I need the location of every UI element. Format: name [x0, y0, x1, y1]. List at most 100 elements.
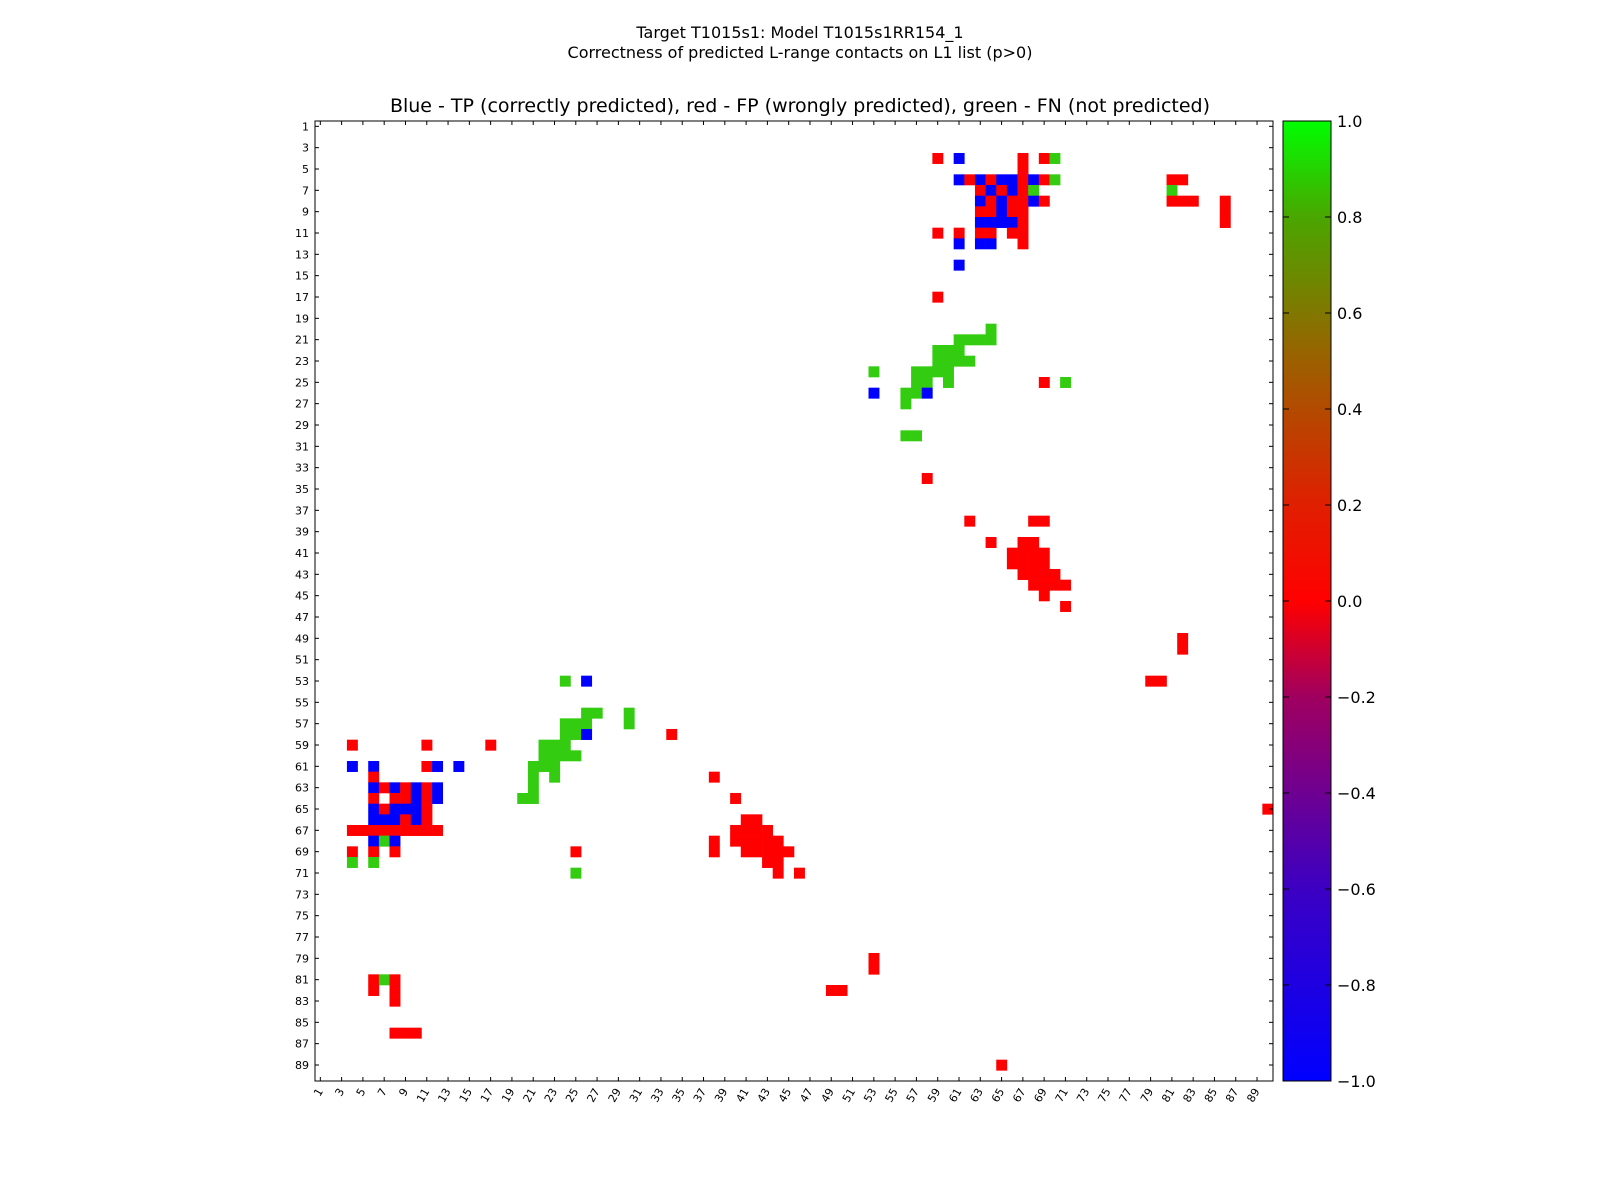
cell-fp-42-68 [751, 835, 763, 847]
cell-fp-68-41 [1028, 547, 1040, 559]
cell-fn-23-62 [549, 771, 561, 783]
cell-fp-43-70 [762, 857, 774, 868]
x-tick-label: 43 [755, 1086, 773, 1105]
cell-fp-59-17 [932, 291, 944, 303]
cell-fn-53-24 [868, 366, 880, 378]
cell-fn-7-81 [378, 974, 390, 986]
cell-fp-8-69 [389, 846, 401, 858]
cell-fp-69-38 [1038, 515, 1050, 527]
cell-fn-71-25 [1060, 377, 1072, 388]
cell-fp-34-58 [666, 729, 678, 740]
y-tick-label: 63 [295, 782, 309, 795]
cell-fp-69-25 [1038, 377, 1050, 388]
cell-tp-63-12 [974, 238, 986, 250]
cell-fn-61-21 [953, 334, 965, 346]
cell-fn-25-57 [570, 718, 582, 730]
cell-fn-60-25 [943, 377, 954, 388]
cell-fp-83-8 [1187, 195, 1199, 207]
cell-fn-24-53 [559, 675, 571, 687]
y-tick-label: 3 [302, 142, 309, 155]
cell-fn-22-61 [538, 761, 550, 772]
cell-tp-10-64 [410, 793, 422, 804]
cell-fp-59-4 [932, 153, 944, 164]
x-tick-label: 39 [712, 1086, 730, 1105]
y-tick-label: 31 [295, 440, 309, 453]
cell-fn-25-60 [570, 750, 582, 762]
cell-fp-66-11 [1006, 227, 1018, 239]
x-tick-label: 87 [1223, 1086, 1241, 1105]
cell-fp-11-67 [421, 825, 433, 836]
cell-fp-53-79 [868, 953, 880, 964]
cell-fp-70-44 [1049, 579, 1061, 591]
cell-tp-53-26 [868, 387, 880, 399]
cell-tp-61-14 [953, 259, 965, 271]
plot-frame [314, 120, 1274, 1082]
cell-fp-64-8 [985, 195, 997, 207]
x-tick-label: 27 [584, 1086, 602, 1105]
cell-tp-8-66 [389, 814, 401, 826]
cell-tp-64-12 [985, 238, 997, 250]
cell-fp-67-9 [1017, 206, 1029, 218]
x-tick-label: 81 [1159, 1086, 1177, 1105]
y-tick-label: 81 [295, 974, 309, 987]
x-tick-label: 77 [1117, 1086, 1135, 1105]
cell-fn-81-7 [1166, 185, 1178, 196]
cell-fp-6-81 [368, 974, 380, 986]
y-tick-label: 71 [295, 867, 309, 880]
cell-tp-63-8 [974, 195, 986, 207]
x-tick-label: 83 [1181, 1086, 1199, 1105]
x-tick-label: 7 [375, 1086, 390, 1099]
cell-fp-62-38 [964, 515, 976, 527]
y-tick-label: 17 [295, 291, 309, 304]
y-tick-label: 87 [295, 1038, 309, 1051]
x-tick-label: 15 [457, 1086, 475, 1105]
cell-tp-65-9 [996, 206, 1008, 218]
cell-fp-41-66 [740, 814, 752, 826]
cell-tp-26-53 [581, 675, 593, 687]
cell-fp-67-40 [1017, 537, 1029, 548]
cell-fp-38-62 [708, 771, 720, 783]
y-tick-label: 59 [295, 739, 309, 752]
colorbar-tick-label: 1.0 [1337, 112, 1362, 131]
cell-fn-61-22 [953, 345, 965, 356]
cell-tp-6-61 [368, 761, 380, 772]
cell-fp-67-12 [1017, 238, 1029, 250]
y-tick-label: 77 [295, 931, 309, 944]
y-tick-label: 83 [295, 995, 309, 1008]
y-tick-label: 89 [295, 1059, 309, 1072]
colorbar-ticks: 1.0 0.8 0.6 0.4 0.2 0.0 −0.2 −0.4 −0.6 −0.8 −1.0 [1283, 112, 1376, 1091]
cell-fp-53-80 [868, 963, 880, 975]
x-tick-label: 57 [904, 1086, 922, 1105]
cell-fp-67-43 [1017, 569, 1029, 580]
colorbar-tick-label: 0.2 [1337, 496, 1362, 515]
x-tick-label: 73 [1074, 1086, 1092, 1105]
y-tick-label: 79 [295, 952, 309, 965]
cell-fp-6-62 [368, 771, 380, 783]
cell-fp-64-11 [985, 227, 997, 239]
cell-fp-59-11 [932, 227, 944, 239]
cell-fp-67-5 [1017, 163, 1029, 175]
cell-tp-65-8 [996, 195, 1008, 207]
cell-fp-69-44 [1038, 579, 1050, 591]
x-tick-label: 1 [311, 1086, 326, 1099]
cell-fp-44-70 [772, 857, 784, 868]
y-tick-label: 11 [295, 227, 309, 240]
cell-tp-12-63 [432, 782, 444, 794]
x-tick-label: 13 [435, 1086, 453, 1105]
cell-fn-6-70 [368, 857, 380, 868]
figure-title: Target T1015s1: Model T1015s1RR154_1 [636, 23, 964, 42]
x-tick-label: 3 [332, 1086, 347, 1099]
cell-fn-64-20 [985, 323, 997, 335]
cell-fp-49-82 [825, 985, 837, 996]
x-tick-label: 41 [733, 1086, 751, 1105]
y-tick-label: 57 [295, 718, 309, 731]
cell-fp-79-53 [1145, 675, 1157, 687]
cell-fp-44-68 [772, 835, 784, 847]
cell-fn-20-64 [517, 793, 529, 804]
cell-fp-58-34 [921, 473, 933, 484]
colorbar-tick-label: 0.6 [1337, 304, 1362, 323]
cell-fp-43-68 [762, 835, 774, 847]
cell-fn-59-22 [932, 345, 944, 356]
axis-ticks: 1357911131517192123252729313335373941434… [295, 120, 1273, 1105]
y-tick-label: 7 [302, 184, 309, 197]
